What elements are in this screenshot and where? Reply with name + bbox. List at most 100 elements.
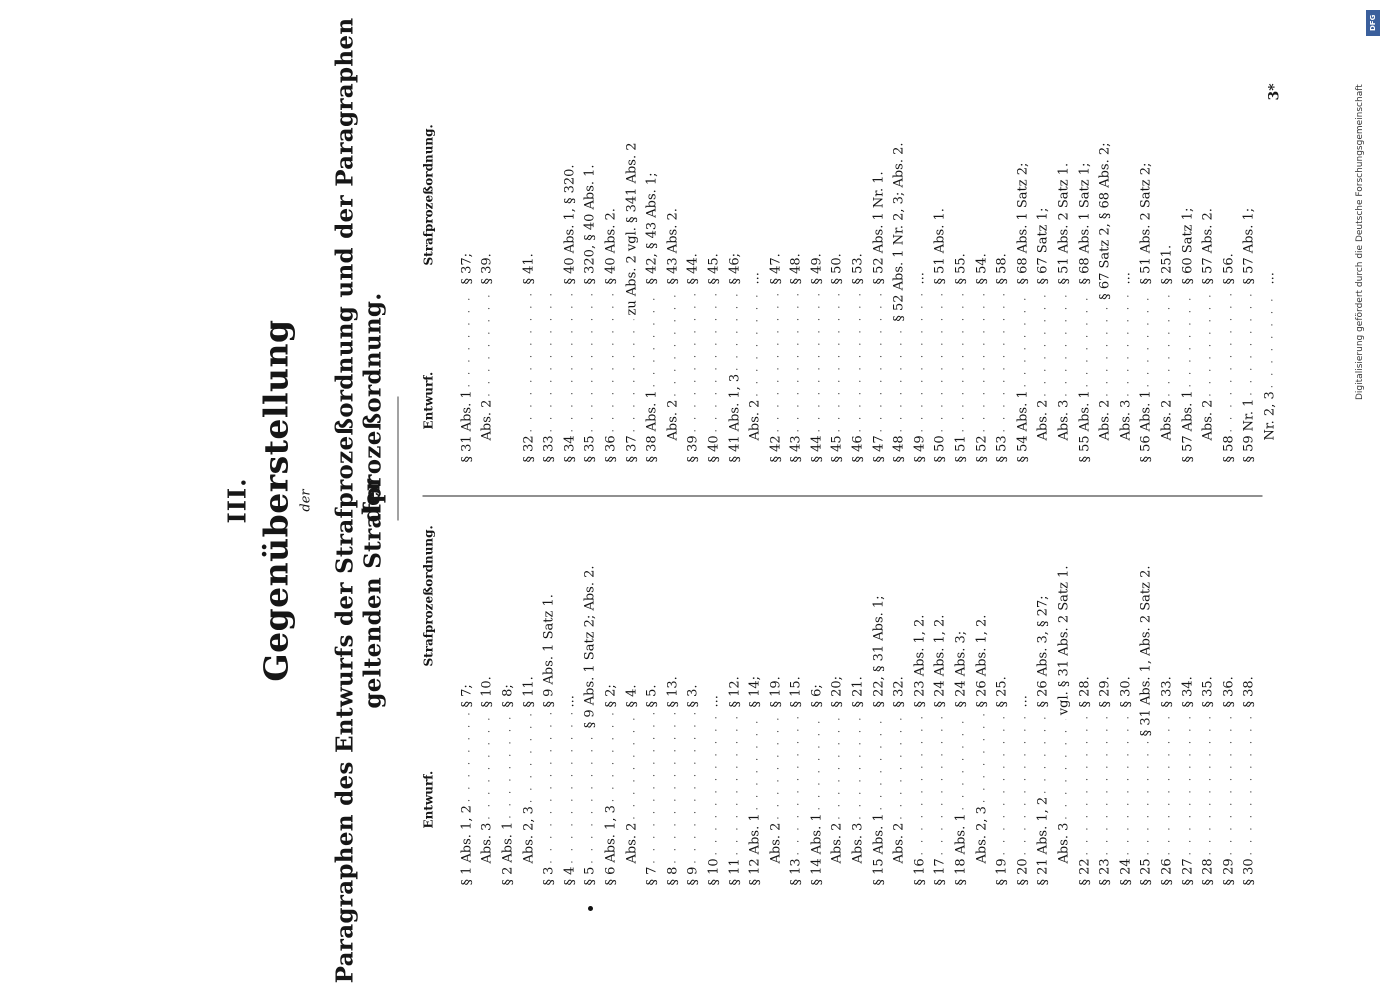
entwurf-cell: § 17 . . . . . . . . . . . . . . . . . . … bbox=[932, 711, 947, 885]
entwurf-cell: § 45 . . . . . . . . . . . . . . . . . . … bbox=[829, 288, 844, 462]
entwurf-paragraph: § 34 bbox=[561, 434, 577, 462]
table-row: § 17 . . . . . . . . . . . . . . . . . . … bbox=[930, 565, 951, 885]
dot-leader: . . . . . . . . . . . . . . . . . . . . … bbox=[790, 288, 801, 432]
entwurf-paragraph: § 24 bbox=[1117, 857, 1133, 885]
entwurf-cell: § 28 . . . . . . . . . . . . . . . . . . … bbox=[1200, 711, 1215, 885]
table-row: § 1 Abs. 1, 2 . . . . . . . . . . . . . . … bbox=[456, 565, 477, 885]
entwurf-cell: Abs. 2 . . . . . . . . . . . . . . . . . … bbox=[1097, 303, 1112, 462]
entwurf-paragraph: § 2 bbox=[499, 866, 515, 885]
dot-leader: . . . . . . . . . . . . . . . . . . . . … bbox=[729, 288, 740, 370]
dot-leader: . . . . . . . . . . . . . . . . . . . . … bbox=[481, 288, 492, 396]
entwurf-subsection: Abs. 1, 2 bbox=[1035, 796, 1051, 854]
dot-leader: . . . . . . . . . . . . . . . . . . . . … bbox=[481, 711, 492, 819]
entwurf-paragraph: § 43 bbox=[788, 434, 804, 462]
entwurf-paragraph: § 42 bbox=[767, 434, 783, 462]
table-left: § 1 Abs. 1, 2 . . . . . . . . . . . . . . … bbox=[456, 565, 1259, 885]
table-row: § 45 . . . . . . . . . . . . . . . . . . … bbox=[827, 142, 848, 462]
entwurf-cell: § 2 Abs. 1 . . . . . . . . . . . . . . . .… bbox=[500, 711, 515, 885]
dot-leader: . . . . . . . . . . . . . . . . . . . . … bbox=[646, 711, 657, 863]
stpo-cell: § 52 Abs. 1 Nr. 2, 3; Abs. 2. bbox=[891, 142, 907, 322]
table-row: Abs. 2 . . . . . . . . . . . . . . . . . … bbox=[1094, 142, 1115, 462]
entwurf-subsection: Abs. 1 bbox=[953, 812, 969, 854]
dot-leader: . . . . . . . . . . . . . . . . . . . . … bbox=[852, 288, 863, 432]
stpo-cell: ... bbox=[705, 694, 721, 707]
table-row: § 49 . . . . . . . . . . . . . . . . . . … bbox=[909, 142, 930, 462]
entwurf-cell: § 51 . . . . . . . . . . . . . . . . . . … bbox=[953, 288, 968, 462]
stpo-cell: § 13. bbox=[664, 675, 680, 707]
stpo-cell: § 39. bbox=[479, 252, 495, 284]
entwurf-cell: § 36 . . . . . . . . . . . . . . . . . . … bbox=[603, 288, 618, 462]
stpo-cell: § 20; bbox=[829, 675, 845, 707]
stpo-cell: § 47. bbox=[767, 252, 783, 284]
stpo-cell: § 48. bbox=[788, 252, 804, 284]
entwurf-cell: § 19 . . . . . . . . . . . . . . . . . . … bbox=[994, 711, 1009, 885]
stpo-cell: § 60 Satz 1; bbox=[1179, 207, 1195, 284]
stpo-cell: § 8; bbox=[499, 683, 515, 707]
stpo-cell: § 5. bbox=[644, 683, 660, 707]
entwurf-paragraph: § 12 bbox=[747, 857, 763, 885]
stpo-cell: § 55. bbox=[953, 252, 969, 284]
entwurf-cell: § 22 . . . . . . . . . . . . . . . . . . … bbox=[1077, 711, 1092, 885]
table-row: § 57 Abs. 1 . . . . . . . . . . . . . . . … bbox=[1177, 142, 1198, 462]
entwurf-cell: § 53 . . . . . . . . . . . . . . . . . . … bbox=[994, 288, 1009, 462]
table-row: § 52 . . . . . . . . . . . . . . . . . . … bbox=[971, 142, 992, 462]
entwurf-paragraph: § 20 bbox=[1014, 857, 1030, 885]
stpo-cell: § 14; bbox=[747, 675, 763, 707]
entwurf-cell: § 11 . . . . . . . . . . . . . . . . . . … bbox=[727, 711, 742, 885]
table-row: § 32 . . . . . . . . . . . . . . . . . . … bbox=[518, 142, 539, 462]
stpo-cell: § 42, § 43 Abs. 1; bbox=[644, 171, 660, 284]
stpo-cell: § 24 Abs. 1, 2. bbox=[932, 614, 948, 707]
entwurf-paragraph: § 3 bbox=[541, 866, 557, 885]
table-row: § 29 . . . . . . . . . . . . . . . . . . … bbox=[1218, 565, 1239, 885]
table-row: Abs. 3 . . . . . . . . . . . . . . . . . … bbox=[477, 565, 498, 885]
entwurf-subsection: Abs. 2 bbox=[767, 822, 783, 863]
entwurf-cell: § 46 . . . . . . . . . . . . . . . . . . … bbox=[850, 288, 865, 462]
entwurf-subsection: Abs. 1 bbox=[1076, 389, 1092, 431]
entwurf-cell: § 25 . . . . . . . . . . . . . . . . . . … bbox=[1138, 740, 1153, 885]
entwurf-cell: § 6 Abs. 1, 3 . . . . . . . . . . . . . . … bbox=[603, 711, 618, 885]
dot-leader: . . . . . . . . . . . . . . . . . . . . … bbox=[1120, 288, 1131, 396]
table-row: § 40 . . . . . . . . . . . . . . . . . . … bbox=[703, 142, 724, 462]
table-row: § 54 Abs. 1 . . . . . . . . . . . . . . . … bbox=[1012, 142, 1033, 462]
stpo-cell: § 25. bbox=[994, 675, 1010, 707]
entwurf-cell: § 47 . . . . . . . . . . . . . . . . . . … bbox=[871, 288, 886, 462]
entwurf-paragraph: § 31 bbox=[458, 434, 474, 462]
stpo-cell: § 51 Abs. 1. bbox=[932, 207, 948, 284]
stpo-cell: ... bbox=[1117, 271, 1133, 284]
dot-leader: . . . . . . . . . . . . . . . . . . . . … bbox=[708, 711, 719, 855]
entwurf-paragraph: § 28 bbox=[1200, 857, 1216, 885]
stpo-cell: § 2; bbox=[602, 683, 618, 707]
entwurf-cell: § 59 Nr. 1 . . . . . . . . . . . . . . . .… bbox=[1241, 288, 1256, 462]
entwurf-cell: § 21 Abs. 1, 2 . . . . . . . . . . . . . .… bbox=[1035, 711, 1050, 885]
stpo-cell: § 68 Abs. 1 Satz 2; bbox=[1014, 162, 1030, 284]
stpo-cell: § 320, § 40 Abs. 1. bbox=[582, 163, 598, 284]
table-row: § 38 Abs. 1 . . . . . . . . . . . . . . . … bbox=[641, 142, 662, 462]
entwurf-paragraph: § 1 bbox=[458, 866, 474, 885]
entwurf-paragraph: § 37 bbox=[623, 434, 639, 462]
entwurf-paragraph: § 54 bbox=[1014, 434, 1030, 462]
stpo-cell: § 6; bbox=[808, 683, 824, 707]
table-row: § 22 . . . . . . . . . . . . . . . . . . … bbox=[1074, 565, 1095, 885]
dot-leader: . . . . . . . . . . . . . . . . . . . . … bbox=[1140, 740, 1151, 855]
table-row: § 8 . . . . . . . . . . . . . . . . . . .… bbox=[662, 565, 683, 885]
entwurf-paragraph: § 22 bbox=[1076, 857, 1092, 885]
entwurf-paragraph: § 49 bbox=[911, 434, 927, 462]
entwurf-subsection: Abs. 3 bbox=[479, 822, 495, 863]
table-row: § 56 Abs. 1 . . . . . . . . . . . . . . . … bbox=[1136, 142, 1157, 462]
entwurf-cell: Abs. 3 . . . . . . . . . . . . . . . . . … bbox=[1056, 719, 1071, 885]
entwurf-cell: § 8 . . . . . . . . . . . . . . . . . . .… bbox=[665, 711, 680, 885]
table-row: Abs. 2 . . . . . . . . . . . . . . . . . … bbox=[1197, 142, 1218, 462]
dot-leader: . . . . . . . . . . . . . . . . . . . . … bbox=[873, 711, 884, 810]
stpo-cell: § 57 Abs. 1; bbox=[1241, 207, 1257, 284]
dot-leader: . . . . . . . . . . . . . . . . . . . . … bbox=[955, 288, 966, 432]
dot-leader: . . . . . . . . . . . . . . . . . . . . … bbox=[1017, 288, 1028, 387]
entwurf-subsection: Nr. 2, 3 bbox=[1261, 390, 1277, 440]
entwurf-paragraph: § 11 bbox=[726, 857, 742, 885]
stpo-cell: § 36. bbox=[1220, 675, 1236, 707]
dot-leader: . . . . . . . . . . . . . . . . . . . . … bbox=[1079, 711, 1090, 855]
table-row: § 18 Abs. 1 . . . . . . . . . . . . . . . … bbox=[950, 565, 971, 885]
dot-leader: . . . . . . . . . . . . . . . . . . . . … bbox=[1037, 711, 1048, 793]
entwurf-cell: § 1 Abs. 1, 2 . . . . . . . . . . . . . . … bbox=[459, 711, 474, 885]
stpo-cell: § 67 Satz 1; bbox=[1035, 207, 1051, 284]
entwurf-subsection: Abs. 3 bbox=[1056, 822, 1072, 863]
